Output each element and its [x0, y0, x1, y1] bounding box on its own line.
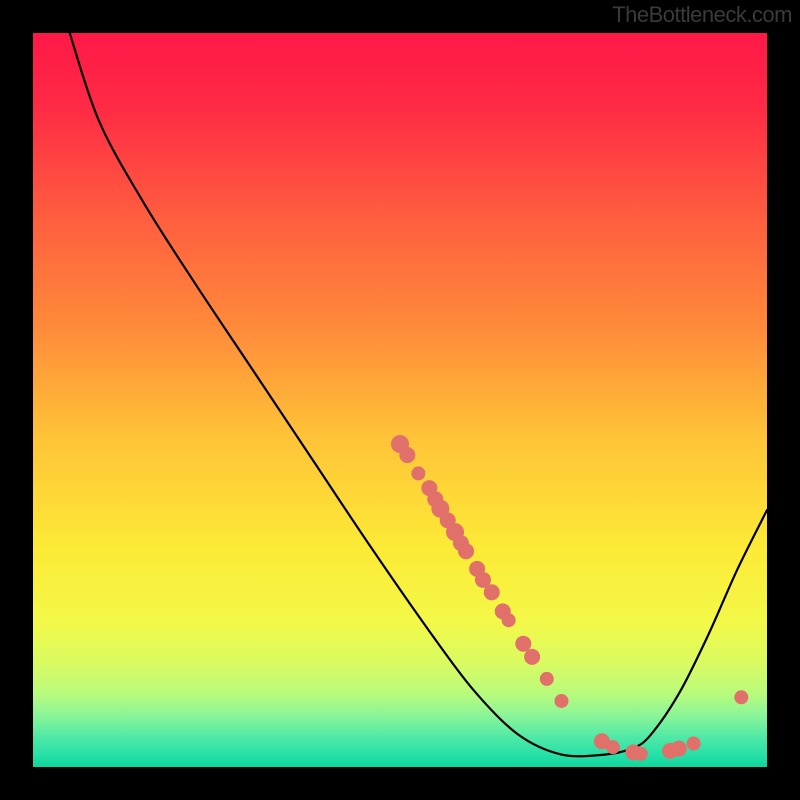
data-markers [391, 435, 748, 761]
data-marker [524, 649, 540, 665]
data-marker [671, 741, 687, 757]
data-marker [458, 543, 474, 559]
data-marker [634, 747, 648, 761]
plot-area [33, 33, 767, 767]
bottleneck-curve [70, 33, 767, 756]
data-marker [484, 584, 500, 600]
data-marker [606, 740, 620, 754]
curve-layer [33, 33, 767, 767]
data-marker [411, 466, 425, 480]
data-marker [734, 690, 748, 704]
data-marker [554, 694, 568, 708]
data-marker [399, 447, 415, 463]
data-marker [502, 613, 516, 627]
data-marker [540, 672, 554, 686]
data-marker [515, 636, 531, 652]
attribution-text: TheBottleneck.com [612, 2, 792, 28]
data-marker [687, 737, 701, 751]
chart-canvas: TheBottleneck.com [0, 0, 800, 800]
